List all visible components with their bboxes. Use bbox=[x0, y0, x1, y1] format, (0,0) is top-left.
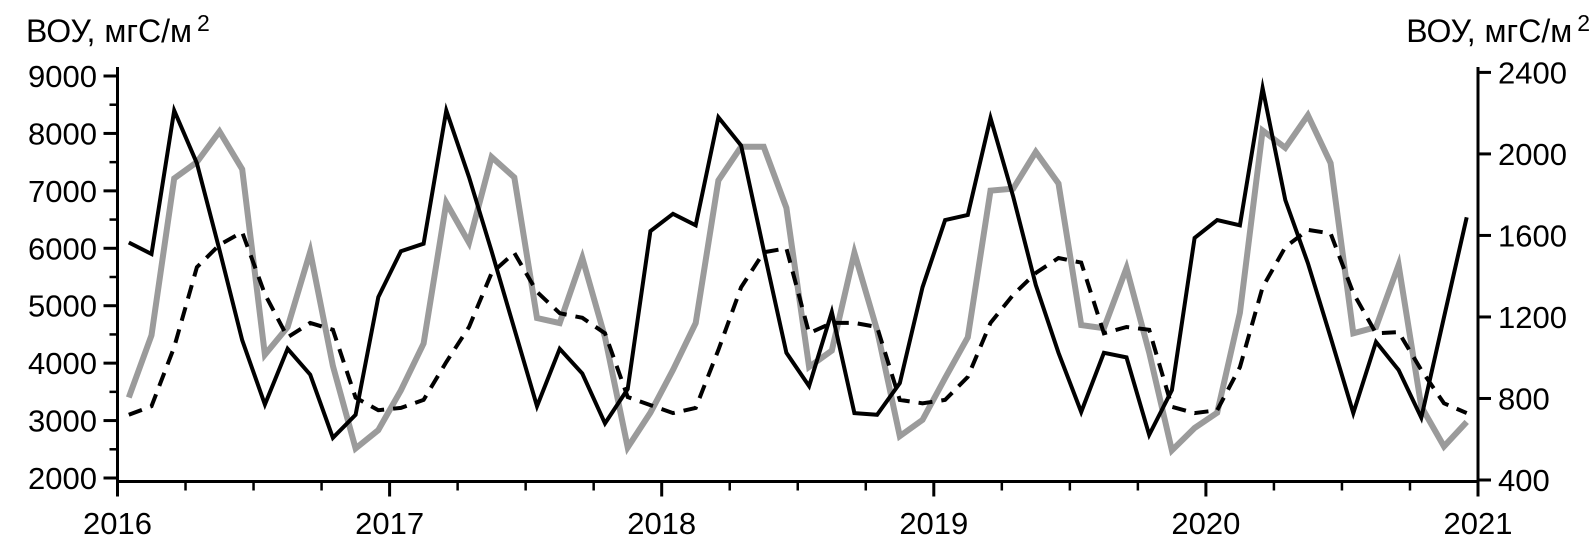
x-year-label: 2020 bbox=[1171, 506, 1240, 541]
y-axis-left-title: ВОУ, мгС/м 2 bbox=[26, 10, 210, 49]
y-left-tick-label: 9000 bbox=[28, 59, 97, 94]
x-year-label: 2017 bbox=[355, 506, 424, 541]
series-solid-gray bbox=[125, 109, 1469, 457]
y-left-tick-label: 3000 bbox=[28, 404, 97, 439]
y-left-tick-label: 2000 bbox=[28, 461, 97, 496]
tick-labels: 2000 3000 4000 5000 6000 7000 8000 9000 400 800 12… bbox=[28, 55, 1567, 541]
y-axis-right-title: ВОУ, мгС/м 2 bbox=[1406, 10, 1590, 49]
x-year-label: 2021 bbox=[1444, 506, 1513, 541]
y-left-tick-label: 4000 bbox=[28, 346, 97, 381]
axis-ticks bbox=[103, 70, 1491, 497]
x-year-label: 2019 bbox=[899, 506, 968, 541]
y-right-tick-label: 2400 bbox=[1498, 55, 1567, 90]
y-right-tick-label: 400 bbox=[1498, 463, 1550, 498]
y-right-tick-label: 2000 bbox=[1498, 137, 1567, 172]
y-left-tick-label: 7000 bbox=[28, 174, 97, 209]
y-left-tick-label: 6000 bbox=[28, 231, 97, 266]
y-left-tick-label: 5000 bbox=[28, 289, 97, 324]
x-year-label: 2016 bbox=[83, 506, 152, 541]
series-solid-black bbox=[127, 77, 1469, 442]
x-year-label: 2018 bbox=[627, 506, 696, 541]
y-right-tick-label: 800 bbox=[1498, 381, 1550, 416]
y-right-tick-label: 1200 bbox=[1498, 300, 1567, 335]
y-right-tick-label: 1600 bbox=[1498, 218, 1567, 253]
y-left-tick-label: 8000 bbox=[28, 116, 97, 151]
